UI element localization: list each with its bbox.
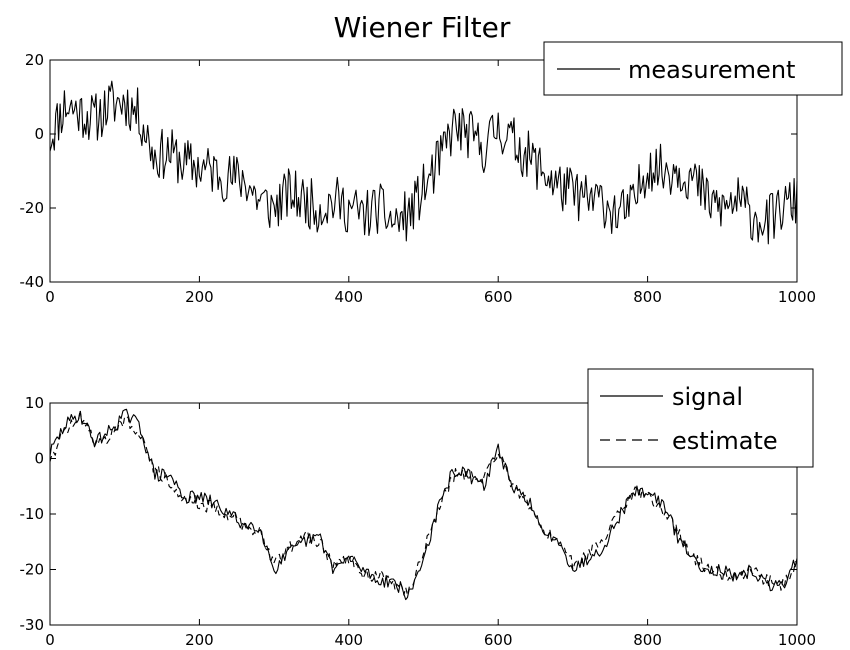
signal-estimate-x-tick-label: 400 <box>334 631 363 649</box>
signal-estimate-y-tick-label: -30 <box>20 616 45 634</box>
signal-estimate-y-tick-label: -20 <box>20 561 45 579</box>
measurement-series-group <box>49 80 798 245</box>
signal-estimate-series-group <box>49 408 798 601</box>
measurement-x-tick-label: 400 <box>334 288 363 306</box>
measurement-plot-frame <box>49 59 798 283</box>
signal-estimate-y-tick-label: 0 <box>34 450 44 468</box>
measurement-x-tick-label: 0 <box>45 288 55 306</box>
signal-estimate-legend-box <box>587 368 814 468</box>
chart-title: Wiener Filter <box>334 11 511 44</box>
signal-estimate-legend: signal estimate <box>587 368 814 468</box>
measurement-y-tick-label: 20 <box>25 51 44 69</box>
signal-estimate-y-tick-label: 10 <box>25 394 44 412</box>
series-line-measurement <box>49 80 798 245</box>
legend-label-measurement: measurement <box>628 56 795 84</box>
measurement-x-tick-label: 200 <box>185 288 214 306</box>
signal-estimate-y-tick-label: -10 <box>20 505 45 523</box>
measurement-x-tick-label: 800 <box>633 288 662 306</box>
signal-estimate-x-tick-label: 200 <box>185 631 214 649</box>
signal-estimate-x-tick-label: 0 <box>45 631 55 649</box>
measurement-y-tick-label: -40 <box>20 273 45 291</box>
measurement-y-tick-label: 0 <box>34 125 44 143</box>
measurement-x-tick-label: 600 <box>484 288 513 306</box>
signal-estimate-plot: 0 200 400 600 800 1000 10 0 -10 -20 -30 signal est… <box>20 368 816 649</box>
signal-estimate-x-tick-label: 800 <box>633 631 662 649</box>
signal-estimate-x-tick-label: 1000 <box>778 631 816 649</box>
measurement-x-tick-label: 1000 <box>778 288 816 306</box>
legend-label-estimate: estimate <box>672 427 778 455</box>
series-line-estimate <box>49 409 798 596</box>
legend-label-signal: signal <box>672 383 743 411</box>
measurement-legend: measurement <box>543 41 843 96</box>
signal-estimate-x-tick-label: 600 <box>484 631 513 649</box>
measurement-y-tick-label: -20 <box>20 199 45 217</box>
